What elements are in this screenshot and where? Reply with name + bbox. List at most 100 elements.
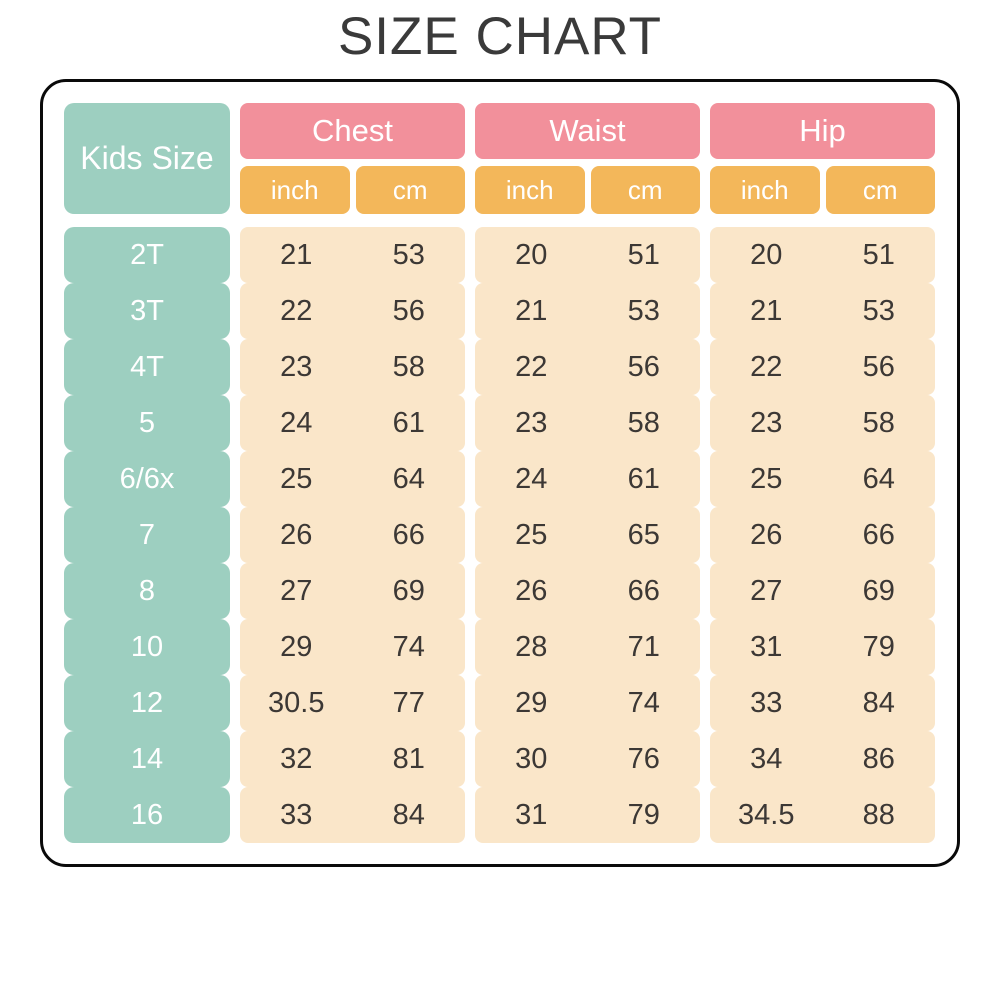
size-cell: 6/6x	[64, 451, 230, 507]
hip-cm-value: 64	[862, 462, 895, 495]
waist-cm-value: 76	[627, 742, 660, 775]
chest-unit-row: inch cm	[240, 166, 465, 214]
waist-values-cell: 25 65	[475, 507, 700, 563]
hip-inch-value: 27	[750, 574, 783, 607]
waist-inch-value: 29	[515, 686, 548, 719]
table-row: 10 29 74 28 71 31 79	[64, 619, 936, 675]
chest-inch-value: 32	[280, 742, 313, 775]
waist-cm-value: 53	[627, 294, 660, 327]
chest-values-cell: 23 58	[240, 339, 465, 395]
hip-header-cell: Hip	[710, 103, 935, 159]
chest-inch-value: 33	[280, 798, 313, 831]
size-cell: 14	[64, 731, 230, 787]
hip-values-cell: 25 64	[710, 451, 935, 507]
chest-inch-value: 21	[280, 238, 313, 271]
hip-inch-value: 21	[750, 294, 783, 327]
table-row: 7 26 66 25 65 26 66	[64, 507, 936, 563]
size-cell: 16	[64, 787, 230, 843]
waist-values-cell: 28 71	[475, 619, 700, 675]
chest-header-cell: Chest	[240, 103, 465, 159]
hip-inch-value: 26	[750, 518, 783, 551]
size-chart-page: SIZE CHART Kids Size Chest inch cm Waist…	[0, 6, 1000, 867]
hip-values-cell: 27 69	[710, 563, 935, 619]
table-row: 8 27 69 26 66 27 69	[64, 563, 936, 619]
chest-cm-header-cell: cm	[355, 166, 465, 214]
waist-cm-value: 66	[627, 574, 660, 607]
chest-inch-value: 26	[280, 518, 313, 551]
waist-values-cell: 21 53	[475, 283, 700, 339]
table-row: 5 24 61 23 58 23 58	[64, 395, 936, 451]
hip-unit-row: inch cm	[710, 166, 935, 214]
hip-values-cell: 34.5 88	[710, 787, 935, 843]
waist-values-cell: 30 76	[475, 731, 700, 787]
chest-cm-value: 66	[392, 518, 425, 551]
hip-values-cell: 21 53	[710, 283, 935, 339]
chest-inch-value: 22	[280, 294, 313, 327]
chest-inch-value: 24	[280, 406, 313, 439]
chest-values-cell: 24 61	[240, 395, 465, 451]
chest-values-cell: 25 64	[240, 451, 465, 507]
hip-inch-header-cell: inch	[710, 166, 820, 214]
chest-cm-value: 64	[392, 462, 425, 495]
hip-header-group: Hip inch cm	[710, 103, 935, 214]
chest-values-cell: 30.5 77	[240, 675, 465, 731]
waist-cm-value: 51	[627, 238, 660, 271]
hip-cm-value: 84	[862, 686, 895, 719]
waist-cm-value: 61	[627, 462, 660, 495]
size-chart-card: Kids Size Chest inch cm Waist inch cm Hi…	[40, 79, 960, 867]
waist-inch-header-cell: inch	[475, 166, 585, 214]
chest-cm-value: 84	[392, 798, 425, 831]
chest-cm-value: 53	[392, 238, 425, 271]
chest-inch-value: 23	[280, 350, 313, 383]
waist-cm-value: 71	[627, 630, 660, 663]
table-header: Kids Size Chest inch cm Waist inch cm Hi…	[64, 103, 936, 214]
hip-inch-value: 33	[750, 686, 783, 719]
table-row: 3T 22 56 21 53 21 53	[64, 283, 936, 339]
table-row: 16 33 84 31 79 34.5 88	[64, 787, 936, 843]
waist-inch-value: 25	[515, 518, 548, 551]
chest-values-cell: 33 84	[240, 787, 465, 843]
chest-values-cell: 29 74	[240, 619, 465, 675]
chest-cm-value: 81	[392, 742, 425, 775]
hip-values-cell: 23 58	[710, 395, 935, 451]
hip-inch-value: 22	[750, 350, 783, 383]
hip-inch-value: 34.5	[738, 798, 795, 831]
waist-inch-value: 28	[515, 630, 548, 663]
hip-cm-value: 86	[862, 742, 895, 775]
table-row: 14 32 81 30 76 34 86	[64, 731, 936, 787]
hip-inch-value: 25	[750, 462, 783, 495]
chest-values-cell: 22 56	[240, 283, 465, 339]
chest-values-cell: 32 81	[240, 731, 465, 787]
kids-size-header-cell: Kids Size	[64, 103, 230, 214]
hip-cm-value: 58	[862, 406, 895, 439]
waist-inch-value: 31	[515, 798, 548, 831]
page-title: SIZE CHART	[337, 7, 663, 66]
hip-cm-value: 66	[862, 518, 895, 551]
size-cell: 4T	[64, 339, 230, 395]
chest-values-cell: 21 53	[240, 227, 465, 283]
waist-inch-value: 20	[515, 238, 548, 271]
hip-cm-value: 56	[862, 350, 895, 383]
chest-inch-value: 27	[280, 574, 313, 607]
waist-cm-value: 65	[627, 518, 660, 551]
hip-values-cell: 33 84	[710, 675, 935, 731]
waist-values-cell: 20 51	[475, 227, 700, 283]
waist-inch-value: 30	[515, 742, 548, 775]
chest-inch-header-cell: inch	[240, 166, 350, 214]
chest-header-group: Chest inch cm	[240, 103, 465, 214]
hip-inch-value: 34	[750, 742, 783, 775]
table-row: 12 30.5 77 29 74 33 84	[64, 675, 936, 731]
hip-values-cell: 22 56	[710, 339, 935, 395]
waist-inch-value: 24	[515, 462, 548, 495]
hip-values-cell: 31 79	[710, 619, 935, 675]
size-cell: 2T	[64, 227, 230, 283]
waist-unit-row: inch cm	[475, 166, 700, 214]
waist-cm-value: 56	[627, 350, 660, 383]
waist-values-cell: 31 79	[475, 787, 700, 843]
hip-values-cell: 34 86	[710, 731, 935, 787]
size-cell: 10	[64, 619, 230, 675]
hip-cm-value: 51	[862, 238, 895, 271]
chest-cm-value: 58	[392, 350, 425, 383]
waist-header-cell: Waist	[475, 103, 700, 159]
hip-cm-value: 79	[862, 630, 895, 663]
